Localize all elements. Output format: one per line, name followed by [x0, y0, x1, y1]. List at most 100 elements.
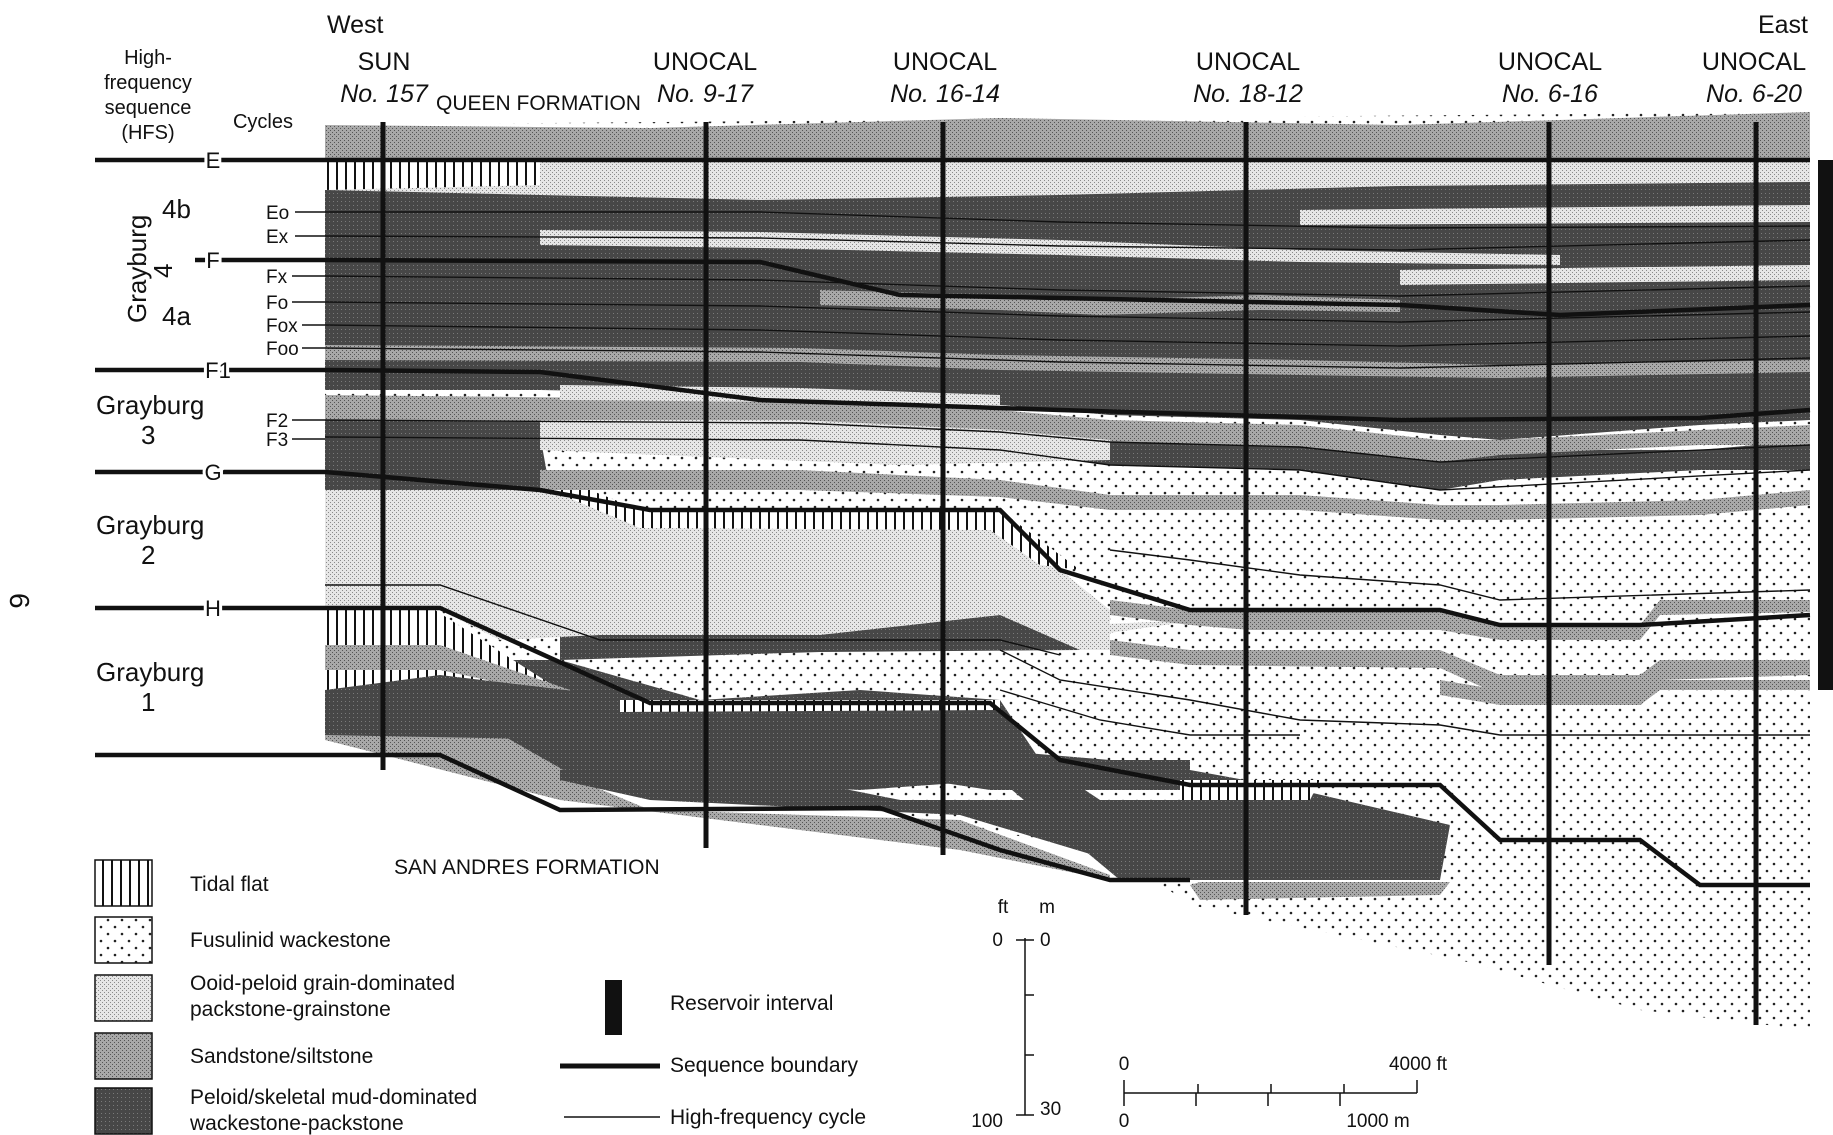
cross-section — [325, 112, 1810, 1030]
cycle-line-fox — [324, 324, 1811, 347]
hscale-zero-top: 0 — [1119, 1054, 1130, 1075]
vscale-m-zero: 0 — [1040, 930, 1051, 951]
boundary-label-f1: F1 — [205, 358, 231, 383]
well-number-4: No. 18-12 — [1193, 80, 1303, 108]
west-label: West — [327, 11, 384, 39]
san-andres-formation-label: SAN ANDRES FORMATION — [394, 856, 660, 879]
cycle-line-fo — [324, 301, 1811, 323]
g2-ooid — [325, 490, 1110, 650]
g3-sand-lower — [540, 470, 1810, 520]
grayburg-3-number: 3 — [141, 420, 155, 450]
g2-sand-east-3 — [1440, 680, 1810, 705]
cycle-line-g2b — [325, 584, 1061, 656]
g4-ooid-lens-4 — [1400, 265, 1810, 285]
well-labels: SUN No. 157 UNOCAL No. 9-17 UNOCAL No. 1… — [340, 48, 1806, 108]
boundary-line-h — [95, 605, 1810, 888]
well-name-2: UNOCAL — [653, 48, 757, 76]
reservoir-interval-bar — [1818, 160, 1833, 690]
legend-label-sequence-boundary: Sequence boundary — [670, 1054, 858, 1077]
legend-label-ooid-line-2: packstone-grainstone — [190, 998, 391, 1021]
sequence-boundaries — [95, 157, 1811, 888]
legend-label-high-frequency-cycle: High-frequency cycle — [670, 1106, 866, 1129]
hscale-m-label: 1000 m — [1346, 1111, 1409, 1132]
hfs-header-line-3: sequence — [105, 97, 192, 119]
high-frequency-cycle-lines — [324, 211, 1811, 736]
grayburg-2-number: 2 — [141, 540, 155, 570]
cycle-labels: Eo Ex Fx Fo Fox Foo F2 F3 — [266, 203, 325, 451]
hfs-header-line-2: frequency — [104, 72, 192, 94]
hfs-4a-label: 4a — [162, 301, 191, 331]
well-name-4: UNOCAL — [1196, 48, 1300, 76]
grayburg-4-number: 4 — [148, 264, 178, 278]
cycle-line-fx — [324, 275, 1811, 297]
boundary-line-f1 — [95, 367, 1811, 423]
legend: Tidal flat Fusulinid wackestone Ooid-pel… — [94, 859, 866, 1135]
cycle-label-eo: Eo — [266, 203, 289, 224]
boundary-label-g: G — [204, 460, 221, 485]
cycle-line-foo — [324, 347, 1811, 369]
well-number-3: No. 16-14 — [890, 80, 1000, 108]
legend-label-peloid-line-2: wackestone-packstone — [189, 1112, 404, 1135]
well-number-2: No. 9-17 — [657, 80, 754, 108]
vscale-ft-max: 100 — [971, 1111, 1003, 1132]
hfs-4b-label: 4b — [162, 194, 191, 224]
vscale-m-max: 30 — [1040, 1099, 1061, 1120]
boundary-label-e: E — [206, 148, 221, 173]
g2-tidal — [325, 470, 1080, 570]
cycle-label-fx: Fx — [266, 267, 288, 288]
cap-sand — [325, 112, 1810, 158]
g1-peloid-upper — [325, 675, 1190, 790]
cycle-line-f3 — [324, 436, 1811, 491]
grayburg-4-label: Grayburg — [122, 215, 152, 323]
boundary-line-f — [195, 257, 1811, 318]
g1-sand-lower-east — [1190, 882, 1450, 900]
g4-ooid-top — [325, 155, 1810, 200]
hfs-header-line-4: (HFS) — [121, 122, 174, 144]
legend-swatch-tidal-flat — [94, 859, 153, 907]
well-number-5: No. 6-16 — [1502, 80, 1598, 108]
cycle-label-fox: Fox — [266, 316, 298, 337]
boundary-labels: E F F1 G H — [201, 145, 233, 624]
horizontal-scale: 0 4000 ft 0 1000 m — [1119, 1054, 1448, 1132]
g4-ooid-lens-2 — [1300, 205, 1810, 225]
hscale-ft-label: 4000 ft — [1389, 1054, 1448, 1075]
vscale-ft-zero: 0 — [992, 930, 1003, 951]
legend-label-reservoir: Reservoir interval — [670, 992, 833, 1015]
g3-ooid — [540, 420, 1110, 465]
legend-swatch-fusulinid — [94, 916, 153, 964]
vscale-ft-label: ft — [998, 897, 1009, 918]
wells — [380, 122, 1759, 1025]
grayburg-1-number: 1 — [141, 687, 155, 717]
cycle-label-fo: Fo — [266, 293, 288, 314]
hscale-zero-bottom: 0 — [1119, 1111, 1130, 1132]
cycles-header: Cycles — [233, 111, 293, 133]
well-number-1: No. 157 — [340, 80, 429, 108]
vertical-scale: ft m 0 0 100 30 — [971, 897, 1061, 1132]
legend-label-fusulinid: Fusulinid wackestone — [190, 929, 391, 952]
queen-formation-label: QUEEN FORMATION — [436, 92, 641, 115]
g4-tidal-top — [325, 160, 540, 190]
grayburg-2-name: Grayburg — [96, 510, 204, 540]
cycle-label-ex: Ex — [266, 227, 289, 248]
cycle-label-f3: F3 — [266, 430, 288, 451]
grayburg-1-name: Grayburg — [96, 657, 204, 687]
boundary-label-h: H — [205, 596, 221, 621]
boundary-line-base — [95, 752, 1190, 883]
g1-peloid-mid — [560, 615, 1080, 660]
hfs-unit-labels: Grayburg 4 4b 4a Grayburg 3 Grayburg 2 G… — [96, 194, 204, 717]
page-number: 6 — [4, 593, 35, 609]
boundary-label-f: F — [206, 248, 219, 273]
cycle-line-f2 — [324, 419, 1811, 463]
g2-sand-east-2 — [1110, 640, 1810, 695]
well-number-6: No. 6-20 — [1706, 80, 1802, 108]
cycle-line-g1a — [999, 649, 1810, 736]
legend-label-peloid-line-1: Peloid/skeletal mud-dominated — [190, 1086, 477, 1109]
legend-label-sandstone: Sandstone/siltstone — [190, 1045, 373, 1068]
legend-label-ooid-line-1: Ooid-peloid grain-dominated — [190, 972, 455, 995]
g1-sand-base — [325, 700, 1110, 880]
hfs-header: High- frequency sequence (HFS) — [104, 47, 192, 144]
cycle-label-foo: Foo — [266, 339, 299, 360]
east-label: East — [1758, 11, 1808, 39]
legend-swatch-sandstone — [94, 1032, 153, 1080]
